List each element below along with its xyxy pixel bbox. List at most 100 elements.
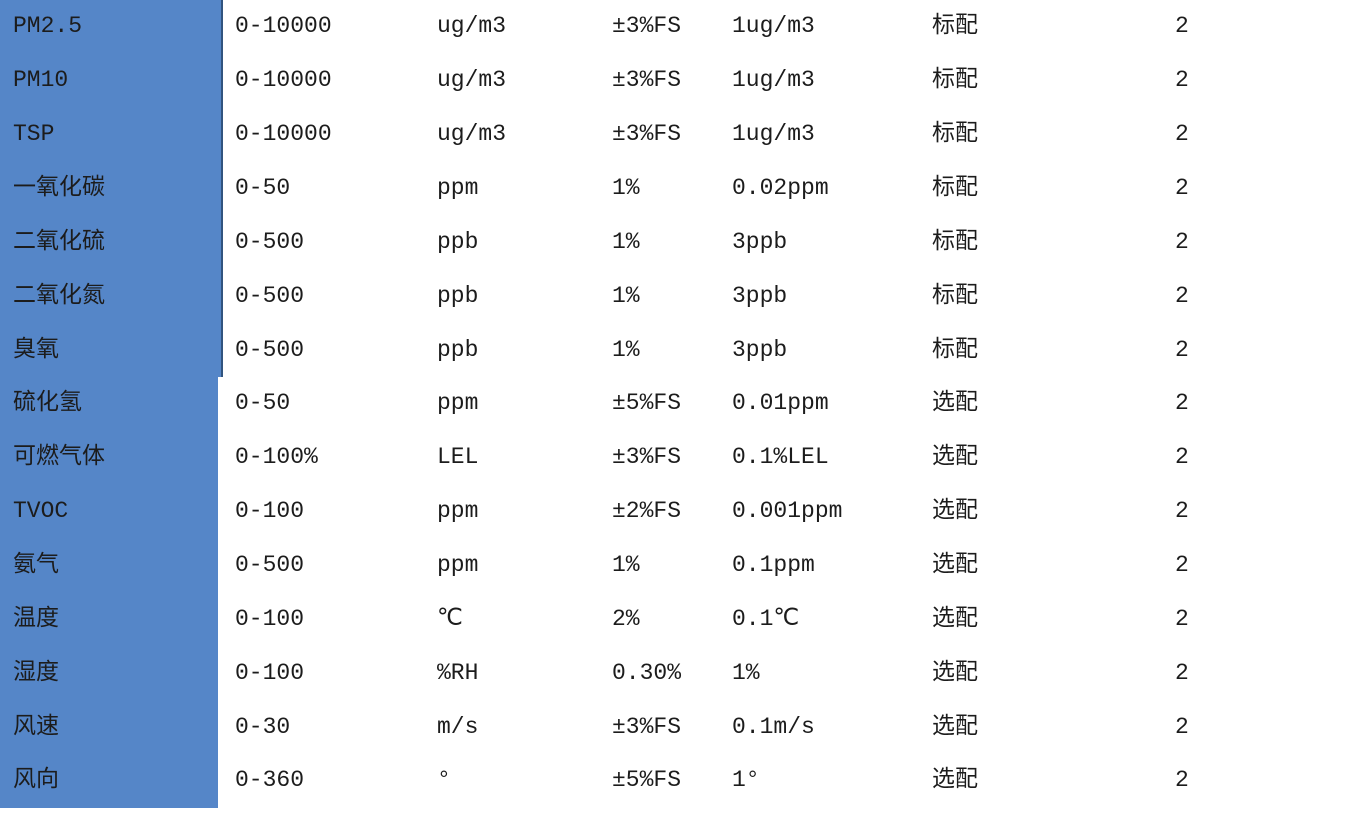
table-row: 温度 0-100 ℃ 2% 0.1℃ 选配 2 bbox=[0, 592, 1350, 647]
parameter-cell: 氨气 bbox=[0, 538, 235, 593]
quantity-cell: 2 bbox=[1175, 228, 1189, 255]
table-row: TSP 0-10000 ug/m3 ±3%FS 1ug/m3 标配 2 bbox=[0, 107, 1350, 162]
unit-cell: ppm bbox=[437, 175, 479, 201]
config-cell: 标配 bbox=[932, 336, 978, 363]
config-cell: 选配 bbox=[932, 444, 978, 471]
range-cell: 0-100 bbox=[235, 659, 305, 686]
config-cell: 选配 bbox=[932, 767, 978, 794]
quantity-cell: 2 bbox=[1175, 605, 1189, 632]
config-cell: 标配 bbox=[932, 13, 978, 40]
range-cell: 0-50 bbox=[235, 390, 291, 417]
unit-cell: %RH bbox=[437, 659, 479, 686]
table-row: 风速 0-30 m/s ±3%FS 0.1m/s 选配 2 bbox=[0, 700, 1350, 755]
accuracy-cell: ±3%FS bbox=[612, 444, 682, 471]
header-column-edge-divider bbox=[218, 0, 223, 377]
quantity-cell: 2 bbox=[1175, 175, 1189, 201]
resolution-cell: 0.02ppm bbox=[732, 175, 829, 201]
parameter-cell: 湿度 bbox=[0, 646, 235, 701]
spec-table-rows: PM2.5 0-10000 ug/m3 ±3%FS 1ug/m3 标配 2 PM… bbox=[0, 0, 1350, 808]
accuracy-cell: ±3%FS bbox=[612, 121, 682, 148]
unit-cell: ppb bbox=[437, 336, 479, 363]
unit-cell: ppb bbox=[437, 228, 479, 255]
config-cell: 标配 bbox=[932, 67, 978, 94]
accuracy-cell: 1% bbox=[612, 228, 640, 255]
quantity-cell: 2 bbox=[1175, 444, 1189, 471]
parameter-cell: 风向 bbox=[0, 754, 235, 808]
range-cell: 0-100% bbox=[235, 444, 318, 471]
config-cell: 选配 bbox=[932, 605, 978, 632]
config-cell: 选配 bbox=[932, 552, 978, 579]
range-cell: 0-10000 bbox=[235, 13, 332, 40]
resolution-cell: 3ppb bbox=[732, 228, 788, 255]
config-cell: 标配 bbox=[932, 121, 978, 148]
parameter-cell: 风速 bbox=[0, 700, 235, 755]
range-cell: 0-500 bbox=[235, 336, 305, 363]
config-cell: 选配 bbox=[932, 659, 978, 686]
quantity-cell: 2 bbox=[1175, 552, 1189, 579]
accuracy-cell: 1% bbox=[612, 336, 640, 363]
accuracy-cell: 1% bbox=[612, 175, 640, 201]
accuracy-cell: 1% bbox=[612, 282, 640, 309]
unit-cell: LEL bbox=[437, 444, 479, 471]
config-cell: 标配 bbox=[932, 228, 978, 255]
resolution-cell: 0.1%LEL bbox=[732, 444, 829, 471]
unit-cell: ug/m3 bbox=[437, 121, 507, 148]
parameter-cell: 二氧化氮 bbox=[0, 269, 235, 324]
table-row: 二氧化氮 0-500 ppb 1% 3ppb 标配 2 bbox=[0, 269, 1350, 324]
table-row: TVOC 0-100 ppm ±2%FS 0.001ppm 选配 2 bbox=[0, 484, 1350, 539]
range-cell: 0-50 bbox=[235, 175, 291, 201]
accuracy-cell: ±5%FS bbox=[612, 390, 682, 417]
resolution-cell: 1ug/m3 bbox=[732, 67, 815, 94]
parameter-cell: 二氧化硫 bbox=[0, 215, 235, 270]
accuracy-cell: 2% bbox=[612, 605, 640, 632]
parameter-cell: 温度 bbox=[0, 592, 235, 647]
config-cell: 标配 bbox=[932, 282, 978, 309]
accuracy-cell: ±5%FS bbox=[612, 767, 682, 794]
resolution-cell: 0.01ppm bbox=[732, 390, 829, 417]
unit-cell: ppb bbox=[437, 282, 479, 309]
quantity-cell: 2 bbox=[1175, 67, 1189, 94]
parameter-cell: 可燃气体 bbox=[0, 430, 235, 485]
table-row: 臭氧 0-500 ppb 1% 3ppb 标配 2 bbox=[0, 323, 1350, 378]
table-row: 风向 0-360 ° ±5%FS 1° 选配 2 bbox=[0, 754, 1350, 808]
range-cell: 0-10000 bbox=[235, 67, 332, 94]
config-cell: 选配 bbox=[932, 713, 978, 740]
table-row: PM2.5 0-10000 ug/m3 ±3%FS 1ug/m3 标配 2 bbox=[0, 0, 1350, 54]
config-cell: 标配 bbox=[932, 175, 978, 201]
parameter-cell: 臭氧 bbox=[0, 323, 235, 378]
unit-cell: m/s bbox=[437, 713, 479, 740]
quantity-cell: 2 bbox=[1175, 336, 1189, 363]
resolution-cell: 3ppb bbox=[732, 336, 788, 363]
accuracy-cell: ±3%FS bbox=[612, 67, 682, 94]
parameter-cell: PM2.5 bbox=[0, 0, 235, 54]
unit-cell: ppm bbox=[437, 390, 479, 417]
quantity-cell: 2 bbox=[1175, 713, 1189, 740]
accuracy-cell: 1% bbox=[612, 552, 640, 579]
range-cell: 0-30 bbox=[235, 713, 291, 740]
accuracy-cell: 0.30% bbox=[612, 659, 682, 686]
range-cell: 0-500 bbox=[235, 228, 305, 255]
table-row: 二氧化硫 0-500 ppb 1% 3ppb 标配 2 bbox=[0, 215, 1350, 270]
range-cell: 0-10000 bbox=[235, 121, 332, 148]
quantity-cell: 2 bbox=[1175, 659, 1189, 686]
quantity-cell: 2 bbox=[1175, 390, 1189, 417]
unit-cell: ppm bbox=[437, 552, 479, 579]
accuracy-cell: ±3%FS bbox=[612, 13, 682, 40]
resolution-cell: 0.1ppm bbox=[732, 552, 815, 579]
parameter-cell: PM10 bbox=[0, 53, 235, 108]
resolution-cell: 3ppb bbox=[732, 282, 788, 309]
resolution-cell: 1ug/m3 bbox=[732, 13, 815, 40]
resolution-cell: 0.1m/s bbox=[732, 713, 815, 740]
table-row: 硫化氢 0-50 ppm ±5%FS 0.01ppm 选配 2 bbox=[0, 377, 1350, 431]
unit-cell: ug/m3 bbox=[437, 13, 507, 40]
parameter-cell: 硫化氢 bbox=[0, 377, 235, 431]
accuracy-cell: ±2%FS bbox=[612, 498, 682, 525]
table-row: 氨气 0-500 ppm 1% 0.1ppm 选配 2 bbox=[0, 538, 1350, 593]
table-row: PM10 0-10000 ug/m3 ±3%FS 1ug/m3 标配 2 bbox=[0, 53, 1350, 108]
unit-cell: ° bbox=[437, 767, 451, 794]
resolution-cell: 1ug/m3 bbox=[732, 121, 815, 148]
range-cell: 0-100 bbox=[235, 605, 305, 632]
quantity-cell: 2 bbox=[1175, 767, 1189, 794]
resolution-cell: 1% bbox=[732, 659, 760, 686]
